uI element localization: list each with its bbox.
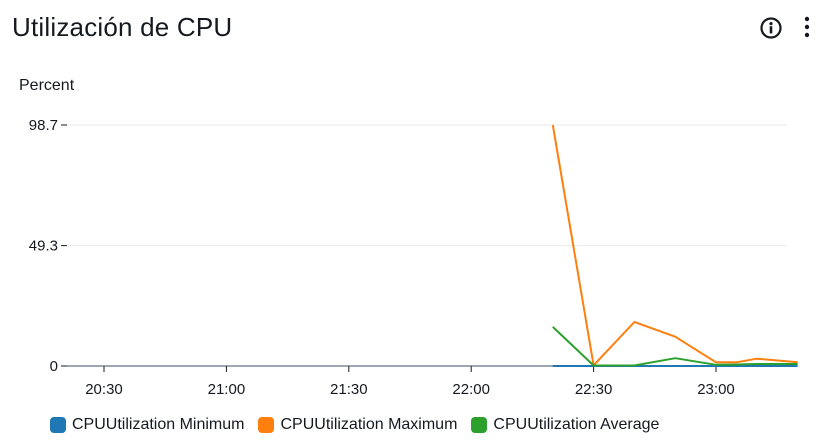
legend-swatch	[471, 417, 488, 433]
legend-label: CPUUtilization Maximum	[280, 416, 458, 433]
y-tick-label: 0	[50, 358, 58, 375]
info-circle-icon[interactable]	[759, 16, 783, 40]
legend-item-maximum[interactable]: CPUUtilization Maximum	[258, 416, 457, 434]
legend-item-minimum[interactable]: CPUUtilization Minimum	[50, 416, 244, 434]
widget-title: Utilización de CPU	[12, 12, 233, 42]
x-tick-label: 22:30	[575, 381, 613, 398]
chart-legend: CPUUtilization Minimum CPUUtilization Max…	[50, 414, 659, 436]
x-tick-label: 22:00	[452, 381, 490, 398]
legend-label: CPUUtilization Average	[493, 416, 660, 433]
x-tick-label: 21:00	[208, 381, 246, 398]
legend-item-average[interactable]: CPUUtilization Average	[471, 416, 659, 434]
y-axis-unit-label: Percent	[19, 77, 75, 94]
widget-header: Utilización de CPU	[0, 0, 835, 60]
series-line-maximum	[551, 124, 798, 367]
legend-swatch	[258, 417, 275, 433]
series-line-average	[552, 326, 798, 367]
legend-label: CPUUtilization Minimum	[72, 416, 245, 433]
x-tick-label: 20:30	[85, 381, 123, 398]
y-tick-label: 49.3	[29, 238, 58, 255]
x-tick-label: 23:00	[697, 381, 735, 398]
y-tick-label: 98.7	[29, 117, 58, 134]
legend-swatch	[50, 417, 66, 433]
more-actions-icon[interactable]	[797, 14, 817, 42]
x-tick-label: 21:30	[330, 381, 368, 398]
